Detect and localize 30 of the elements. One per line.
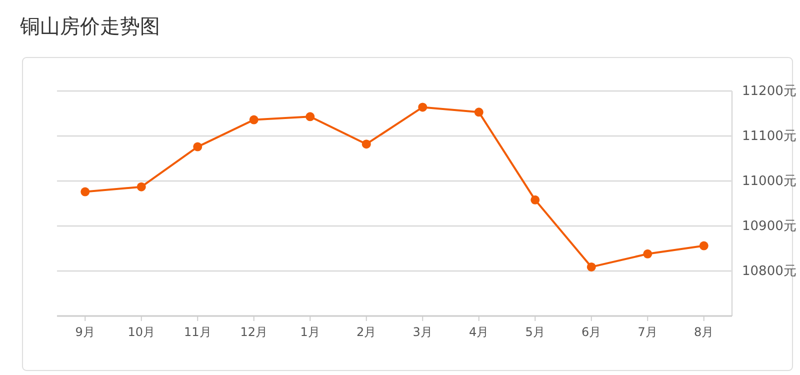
title: 铜山房价走势图 (20, 14, 160, 38)
y-tick-label: 10800元 (742, 264, 796, 279)
point (530, 195, 540, 204)
point (586, 262, 596, 272)
point (643, 249, 652, 258)
point (699, 241, 708, 250)
x-tick-label: 8月 (694, 325, 714, 339)
x-tick-label: 10月 (128, 325, 156, 339)
x-tick-label: 2月 (356, 325, 376, 339)
x-tick-label: 1月 (300, 325, 320, 339)
y-tick-label: 11000元 (742, 174, 796, 189)
point (193, 142, 202, 152)
point (306, 112, 315, 122)
x-tick-label: 4月 (469, 325, 489, 339)
point (362, 140, 371, 149)
point (80, 187, 90, 196)
y-tick-label: 11200元 (742, 84, 796, 99)
x-tick-label: 6月 (582, 325, 602, 339)
point (474, 108, 484, 117)
y-tick-label: 10900元 (742, 219, 796, 234)
x-tick-label: 9月 (75, 325, 95, 339)
point (418, 102, 428, 112)
x-tick-label: 12月 (240, 325, 268, 339)
point (136, 182, 146, 192)
x-tick-label: 5月 (525, 325, 545, 339)
x-tick-label: 7月 (638, 325, 658, 339)
y-tick-label: 11100元 (742, 129, 796, 144)
point (249, 115, 258, 124)
x-tick-label: 11月 (184, 325, 212, 339)
x-tick-label: 3月 (412, 325, 432, 339)
